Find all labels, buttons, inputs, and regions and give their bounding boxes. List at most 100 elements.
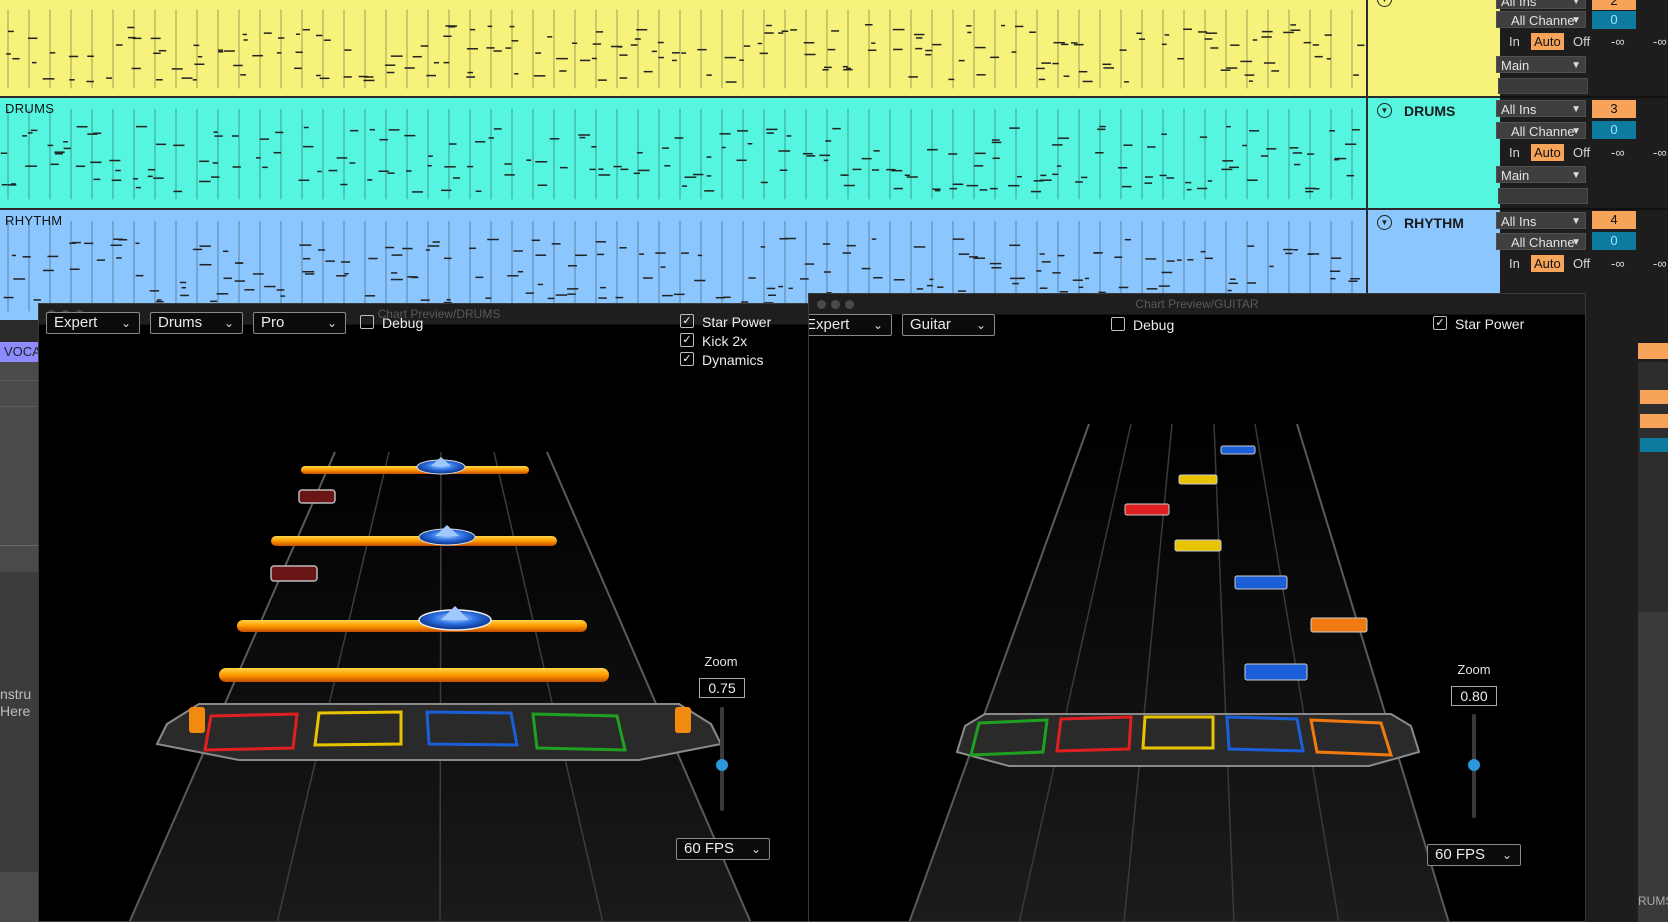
minimize-window-icon[interactable] [831,300,840,309]
neg-inf-value-2[interactable]: -∞ [1653,256,1667,271]
midi-note [1052,144,1063,146]
zoom-value-field[interactable]: 0.80 [1451,686,1497,706]
instrument-select[interactable]: Guitar ⌄ [902,314,995,336]
midi-note [630,44,638,46]
output-sub-field[interactable] [1498,78,1588,94]
drum-mode-select[interactable]: Pro ⌄ [253,312,346,334]
channel-select[interactable]: All Channe ▼ [1496,11,1586,28]
monitor-auto-button[interactable]: Auto [1531,33,1564,50]
zoom-window-icon[interactable] [845,300,854,309]
output-sub-field[interactable] [1498,188,1588,204]
midi-note [211,176,220,178]
midi-note [1119,49,1127,51]
midi-note [803,41,815,44]
midi-note [181,77,193,79]
window-titlebar[interactable]: Chart Preview/GUITAR [809,294,1585,315]
kick-2x-checkbox[interactable]: ✓ Kick 2x [680,332,747,350]
monitor-off-button[interactable]: Off [1573,256,1591,271]
neg-inf-value[interactable]: -∞ [1611,256,1625,271]
zoom-value-field[interactable]: 0.75 [699,678,745,698]
monitor-off-button[interactable]: Off [1573,145,1591,160]
midi-note [1000,24,1006,27]
monitor-auto-button[interactable]: Auto [1531,255,1564,272]
monitor-in-button[interactable]: In [1509,145,1520,160]
fold-icon[interactable]: ▼ [1377,0,1392,7]
zoom-slider-knob[interactable] [1468,759,1480,771]
track-drums[interactable]: DRUMS [0,98,1366,208]
star-power-checkbox[interactable]: ✓ Star Power [680,313,771,331]
midi-note [76,125,88,128]
fps-select[interactable]: 60 FPS ⌄ [1427,844,1521,866]
monitor-in-button[interactable]: In [1509,34,1520,49]
midi-note [135,242,140,245]
neg-inf-value-2[interactable]: -∞ [1653,34,1667,49]
close-window-icon[interactable] [817,300,826,309]
midi-note [404,67,415,69]
difficulty-select[interactable]: Expert ⌄ [809,314,892,336]
vocals-track-fragment[interactable]: VOCA [0,342,41,362]
star-power-checkbox[interactable]: ✓ Star Power [1433,315,1524,333]
debug-checkbox[interactable]: Debug [360,314,423,332]
midi-note [427,245,440,247]
midi-note [1166,177,1175,179]
track-number-badge[interactable]: 3 [1592,100,1636,118]
output-select[interactable]: Main ▼ [1496,166,1586,183]
midi-note [448,26,456,28]
fold-icon[interactable]: ▼ [1377,215,1392,230]
midi-note [904,174,910,177]
audio-from-select[interactable]: All Ins ▼ [1496,0,1586,9]
midi-note [1183,28,1192,31]
red-note [1124,503,1170,516]
audio-from-select[interactable]: All Ins ▼ [1496,212,1586,229]
audio-from-select[interactable]: All Ins ▼ [1496,100,1586,117]
midi-note [1123,144,1133,146]
chart-preview-drums-window[interactable]: Chart Preview/DRUMS [38,303,840,922]
clip-lane-bass[interactable] [0,0,1366,96]
track-header-bass[interactable]: ▼ [1366,0,1502,96]
neg-inf-value[interactable]: -∞ [1611,34,1625,49]
fps-select[interactable]: 60 FPS ⌄ [676,838,770,860]
dynamics-checkbox[interactable]: ✓ Dynamics [680,351,763,369]
blue-note [1244,663,1308,681]
difficulty-select[interactable]: Expert ⌄ [46,312,140,334]
midi-note [1161,271,1173,274]
volume-value[interactable]: 0 [1592,11,1636,29]
midi-note [741,301,749,303]
track-number-badge[interactable]: 2 [1592,0,1636,10]
zoom-slider-knob[interactable] [716,759,728,771]
volume-value[interactable]: 0 [1592,121,1636,139]
midi-note [86,80,94,83]
midi-note [147,168,156,171]
midi-note [31,61,37,64]
midi-note [63,147,71,150]
midi-note [485,297,492,299]
blue-note [1220,445,1256,455]
midi-note [1269,265,1274,268]
midi-note [276,52,282,54]
chart-preview-guitar-window[interactable]: Chart Preview/GUITAR [808,293,1586,922]
track-bass[interactable] [0,0,1366,96]
volume-value[interactable]: 0 [1592,232,1636,250]
monitor-off-button[interactable]: Off [1573,34,1591,49]
debug-checkbox[interactable]: Debug [1111,316,1174,334]
instrument-select[interactable]: Drums ⌄ [150,312,243,334]
midi-note [264,285,276,288]
output-select[interactable]: Main ▼ [1496,56,1586,73]
track-number-badge[interactable]: 4 [1592,211,1636,229]
midi-note [237,262,244,264]
neg-inf-value-2[interactable]: -∞ [1653,145,1667,160]
midi-note [378,170,389,173]
midi-note [721,146,726,149]
monitor-auto-button[interactable]: Auto [1531,144,1564,161]
midi-note [1187,259,1194,261]
neg-inf-value[interactable]: -∞ [1611,145,1625,160]
fold-icon[interactable]: ▼ [1377,103,1392,118]
midi-note [390,55,403,57]
midi-note [474,141,486,143]
channel-select[interactable]: All Channe ▼ [1496,233,1586,250]
channel-select[interactable]: All Channe ▼ [1496,122,1586,139]
midi-note [674,137,684,139]
monitor-in-button[interactable]: In [1509,256,1520,271]
clip-lane-drums[interactable]: DRUMS [0,98,1366,208]
track-header-drums[interactable]: ▼ DRUMS [1366,98,1502,208]
